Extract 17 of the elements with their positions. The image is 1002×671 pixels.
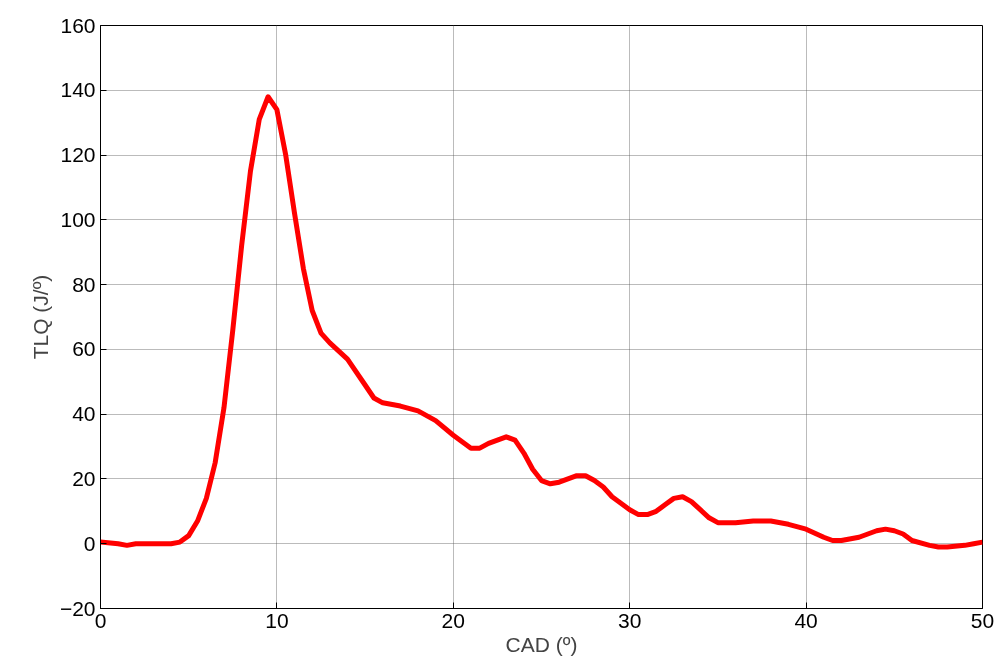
- x-tick-label: 40: [794, 608, 818, 632]
- y-tick-label: 20: [72, 466, 96, 490]
- y-tick-label: 0: [83, 531, 96, 555]
- y-tick-label: 40: [72, 402, 96, 426]
- y-axis-title: TLQ (J/º): [28, 274, 52, 360]
- y-tick-label: 120: [60, 143, 96, 167]
- y-tick-label: −20: [59, 596, 96, 620]
- y-tick-label: 80: [72, 272, 96, 296]
- y-tick-label: 60: [72, 337, 96, 361]
- y-tick-label: 160: [60, 13, 96, 37]
- x-tick-label: 50: [970, 608, 995, 632]
- y-tick-label: 100: [60, 207, 96, 231]
- x-tick-label: 10: [265, 608, 289, 632]
- x-tick-label: 20: [441, 608, 465, 632]
- y-tick-label: 140: [60, 78, 96, 102]
- x-axis-title: CAD (º): [505, 632, 578, 656]
- x-tick-label: 30: [618, 608, 642, 632]
